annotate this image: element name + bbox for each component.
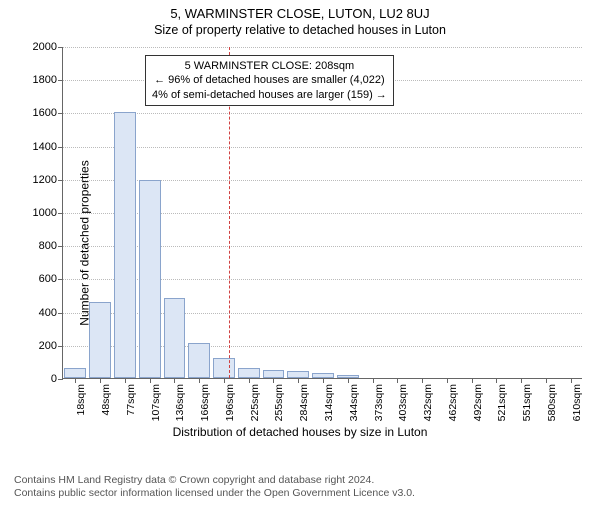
- histogram-bar: [287, 371, 309, 378]
- xtick-label: 462sqm: [447, 384, 459, 421]
- xtick-mark: [373, 378, 374, 383]
- xtick-mark: [224, 378, 225, 383]
- chart-area: Number of detached properties 0200400600…: [0, 43, 600, 443]
- chart-title-main: 5, WARMINSTER CLOSE, LUTON, LU2 8UJ: [0, 6, 600, 21]
- xtick-label: 403sqm: [397, 384, 409, 421]
- xtick-mark: [397, 378, 398, 383]
- xtick-label: 136sqm: [174, 384, 186, 421]
- xtick-label: 373sqm: [373, 384, 385, 421]
- xtick-mark: [174, 378, 175, 383]
- gridline: [63, 147, 582, 148]
- xtick-label: 48sqm: [100, 384, 112, 416]
- ytick-mark: [58, 147, 63, 148]
- xtick-mark: [422, 378, 423, 383]
- xtick-mark: [298, 378, 299, 383]
- gridline: [63, 47, 582, 48]
- xtick-label: 492sqm: [472, 384, 484, 421]
- histogram-bar: [188, 343, 210, 378]
- ytick-mark: [58, 47, 63, 48]
- info-line-1: 5 WARMINSTER CLOSE: 208sqm: [152, 59, 387, 73]
- xtick-label: 521sqm: [496, 384, 508, 421]
- ytick-label: 1800: [33, 74, 57, 86]
- ytick-mark: [58, 279, 63, 280]
- ytick-label: 1600: [33, 107, 57, 119]
- xtick-mark: [323, 378, 324, 383]
- xtick-label: 18sqm: [75, 384, 87, 416]
- ytick-label: 2000: [33, 41, 57, 53]
- xtick-mark: [75, 378, 76, 383]
- gridline: [63, 113, 582, 114]
- ytick-mark: [58, 80, 63, 81]
- xtick-mark: [496, 378, 497, 383]
- info-box: 5 WARMINSTER CLOSE: 208sqm ← 96% of deta…: [145, 55, 394, 106]
- xtick-mark: [472, 378, 473, 383]
- ytick-mark: [58, 213, 63, 214]
- xtick-mark: [150, 378, 151, 383]
- ytick-label: 1400: [33, 141, 57, 153]
- xtick-label: 610sqm: [571, 384, 583, 421]
- histogram-bar: [139, 180, 161, 378]
- ytick-mark: [58, 113, 63, 114]
- xtick-mark: [521, 378, 522, 383]
- xtick-label: 166sqm: [199, 384, 211, 421]
- plot-box: 020040060080010001200140016001800200018s…: [62, 47, 582, 379]
- info-line-2: ← 96% of detached houses are smaller (4,…: [152, 73, 387, 87]
- xtick-label: 284sqm: [298, 384, 310, 421]
- histogram-bar: [263, 370, 285, 378]
- xtick-mark: [546, 378, 547, 383]
- footer-line-1: Contains HM Land Registry data © Crown c…: [14, 474, 415, 487]
- xtick-mark: [199, 378, 200, 383]
- footer-line-2: Contains public sector information licen…: [14, 487, 415, 500]
- ytick-label: 600: [39, 273, 57, 285]
- xtick-label: 314sqm: [323, 384, 335, 421]
- xtick-label: 580sqm: [546, 384, 558, 421]
- ytick-mark: [58, 346, 63, 347]
- ytick-mark: [58, 313, 63, 314]
- xtick-mark: [571, 378, 572, 383]
- histogram-bar: [238, 368, 260, 378]
- xtick-label: 551sqm: [521, 384, 533, 421]
- xtick-label: 432sqm: [422, 384, 434, 421]
- info-line-3: 4% of semi-detached houses are larger (1…: [152, 88, 387, 102]
- xtick-label: 225sqm: [249, 384, 261, 421]
- chart-title-sub: Size of property relative to detached ho…: [0, 23, 600, 37]
- xtick-mark: [249, 378, 250, 383]
- ytick-label: 0: [51, 373, 57, 385]
- ytick-label: 1000: [33, 207, 57, 219]
- x-axis-label: Distribution of detached houses by size …: [0, 425, 600, 439]
- ytick-mark: [58, 379, 63, 380]
- histogram-bar: [213, 358, 235, 378]
- xtick-mark: [348, 378, 349, 383]
- ytick-mark: [58, 180, 63, 181]
- xtick-label: 196sqm: [224, 384, 236, 421]
- xtick-label: 344sqm: [348, 384, 360, 421]
- ytick-label: 200: [39, 340, 57, 352]
- ytick-label: 800: [39, 240, 57, 252]
- histogram-bar: [164, 298, 186, 378]
- xtick-label: 77sqm: [125, 384, 137, 416]
- xtick-mark: [125, 378, 126, 383]
- histogram-bar: [89, 302, 111, 378]
- ytick-label: 1200: [33, 174, 57, 186]
- footer-credits: Contains HM Land Registry data © Crown c…: [14, 474, 415, 500]
- histogram-bar: [64, 368, 86, 378]
- ytick-mark: [58, 246, 63, 247]
- xtick-mark: [447, 378, 448, 383]
- ytick-label: 400: [39, 307, 57, 319]
- histogram-bar: [114, 112, 136, 378]
- xtick-mark: [100, 378, 101, 383]
- xtick-label: 107sqm: [150, 384, 162, 421]
- xtick-mark: [273, 378, 274, 383]
- xtick-label: 255sqm: [273, 384, 285, 421]
